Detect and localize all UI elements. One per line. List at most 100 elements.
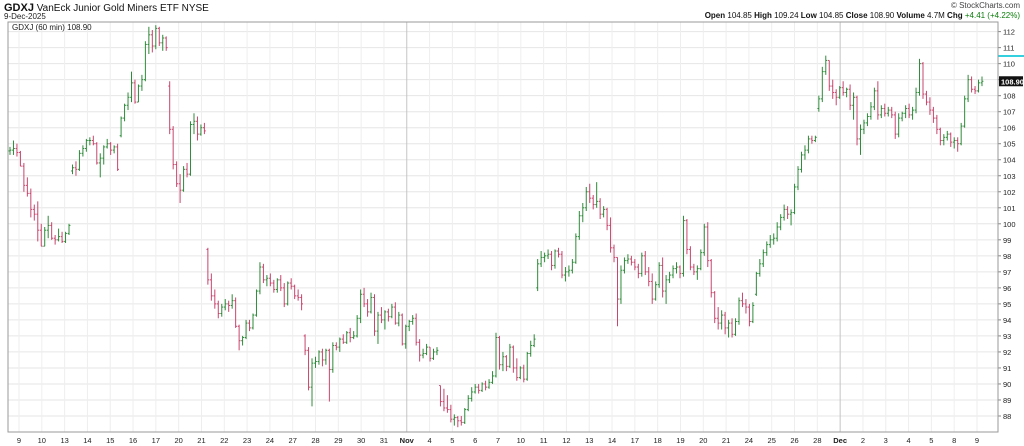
price-bar <box>813 135 817 143</box>
y-tick-label: 111 <box>1003 44 1014 53</box>
volume-value: 4.7M <box>927 11 945 20</box>
x-tick-label: 25 <box>768 436 776 445</box>
x-tick-label: 6 <box>473 436 477 445</box>
y-axis: 88 89 90 91 92 93 94 95 96 97 98 99 100 101 102 103 104 1… <box>998 28 1024 421</box>
price-bar <box>473 383 477 394</box>
price-bar <box>682 215 685 277</box>
price-bar <box>841 81 845 96</box>
low-label: Low <box>800 11 817 20</box>
price-bar <box>303 334 307 356</box>
x-tick-label: 9 <box>975 436 979 445</box>
price-bar <box>248 319 251 332</box>
price-bar <box>518 366 522 380</box>
price-bar <box>775 222 779 242</box>
price-bar <box>116 143 120 171</box>
price-bar <box>925 90 928 106</box>
price-bar <box>761 249 765 268</box>
price-bar <box>636 263 640 279</box>
price-bar <box>966 74 970 103</box>
x-tick-label: 24 <box>745 436 753 445</box>
high-label: High <box>754 11 772 20</box>
price-bar <box>866 113 869 127</box>
price-bar <box>643 251 647 276</box>
price-bar <box>185 162 189 178</box>
price-bar <box>487 379 491 389</box>
x-tick-label: 14 <box>83 436 91 445</box>
price-bar <box>938 127 942 146</box>
price-bar <box>900 111 904 122</box>
chart-header: GDXJ VanEck Junior Gold Miners ETF NYSE … <box>0 0 1024 28</box>
price-bar <box>786 206 789 219</box>
y-tick-label: 92 <box>1003 348 1011 357</box>
price-bar <box>282 283 286 308</box>
x-tick-label: 2 <box>861 436 865 445</box>
price-bar <box>491 371 494 384</box>
volume-label: Volume <box>896 11 925 20</box>
price-bar <box>609 217 612 253</box>
price-bar <box>706 222 710 268</box>
price-bar <box>661 257 665 298</box>
price-bar <box>484 380 487 391</box>
price-bar <box>168 81 172 135</box>
price-bar <box>723 311 727 335</box>
price-bar <box>147 26 151 55</box>
symbol-line: GDXJ VanEck Junior Gold Miners ETF NYSE <box>4 2 209 14</box>
price-bar <box>8 146 12 155</box>
price-bar <box>182 166 185 192</box>
x-tick-label: 7 <box>496 436 500 445</box>
price-bar <box>765 241 769 256</box>
price-bar <box>449 404 453 423</box>
price-bar <box>779 214 783 231</box>
price-bar <box>876 81 880 120</box>
price-bar <box>855 95 859 146</box>
price-bar <box>619 265 623 304</box>
price-bar <box>81 145 85 157</box>
y-tick-label: 108 <box>1003 92 1016 101</box>
price-bar <box>945 130 949 141</box>
price-bar <box>310 358 314 407</box>
price-bar <box>203 122 206 135</box>
price-bar <box>977 79 980 93</box>
price-bar <box>890 106 894 119</box>
x-tick-label: 28 <box>311 436 319 445</box>
price-bar <box>95 142 99 165</box>
price-bar <box>175 161 179 187</box>
price-bar <box>196 116 199 141</box>
price-bar <box>744 299 748 314</box>
price-bar <box>60 231 64 244</box>
x-tick-label: 3 <box>884 436 888 445</box>
price-bar <box>584 186 588 211</box>
price-bar <box>477 383 481 394</box>
price-bar <box>442 388 446 412</box>
price-bar <box>348 327 352 343</box>
price-bar <box>834 89 838 106</box>
price-bar <box>560 251 564 279</box>
price-bar <box>529 340 533 357</box>
price-bar <box>206 247 210 285</box>
price-bar <box>935 114 939 135</box>
y-tick-label: 93 <box>1003 332 1011 341</box>
price-bar <box>407 319 411 332</box>
x-tick-label: 5 <box>450 436 454 445</box>
x-tick-label: 21 <box>197 436 205 445</box>
price-bar <box>845 87 849 98</box>
price-bar <box>230 294 234 309</box>
price-bar <box>466 395 470 412</box>
price-bar <box>872 87 876 111</box>
price-bar <box>980 76 984 87</box>
price-bar <box>525 351 529 381</box>
price-bar <box>494 332 498 378</box>
x-tick-label: 5 <box>929 436 933 445</box>
price-bar <box>428 346 432 362</box>
price-bar <box>50 222 54 240</box>
price-bar <box>748 303 751 327</box>
price-bars <box>8 25 984 428</box>
x-tick-label: 20 <box>699 436 707 445</box>
price-bar <box>591 194 595 210</box>
y-tick-label: 96 <box>1003 284 1011 293</box>
x-tick-label: 17 <box>631 436 639 445</box>
price-bar <box>650 273 654 304</box>
price-bar <box>397 311 401 327</box>
price-bar <box>543 252 546 263</box>
price-bar <box>307 347 310 391</box>
